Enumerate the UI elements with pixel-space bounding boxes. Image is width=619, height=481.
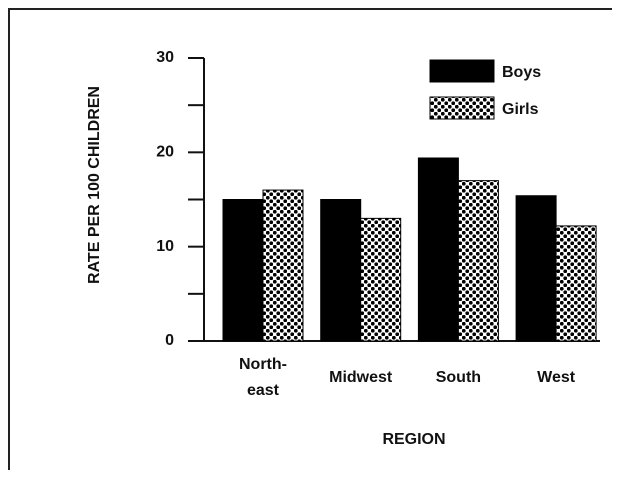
bar (262, 189, 304, 342)
legend-label: Girls (502, 101, 539, 118)
legend-swatch (429, 96, 495, 120)
x-axis-label: REGION (382, 431, 445, 448)
y-tick-label: 30 (156, 49, 174, 66)
x-tick-label: Midwest (329, 369, 393, 386)
x-tick-label: South (435, 369, 482, 386)
y-tick-label: 20 (156, 144, 174, 161)
legend-label: Boys (502, 64, 541, 81)
x-tick-label: North- east (239, 356, 287, 399)
bar (515, 195, 557, 342)
bar (222, 199, 264, 342)
bar (457, 180, 499, 342)
bar (555, 225, 597, 342)
x-tick-label: West (537, 369, 576, 386)
bar (360, 217, 402, 342)
legend-swatch (429, 59, 495, 83)
y-axis-label: RATE PER 100 CHILDREN (86, 86, 103, 284)
y-tick-label: 10 (156, 238, 174, 255)
bar (320, 199, 362, 342)
bar (417, 157, 459, 342)
y-tick-label: 0 (165, 332, 174, 349)
frame (8, 8, 612, 470)
